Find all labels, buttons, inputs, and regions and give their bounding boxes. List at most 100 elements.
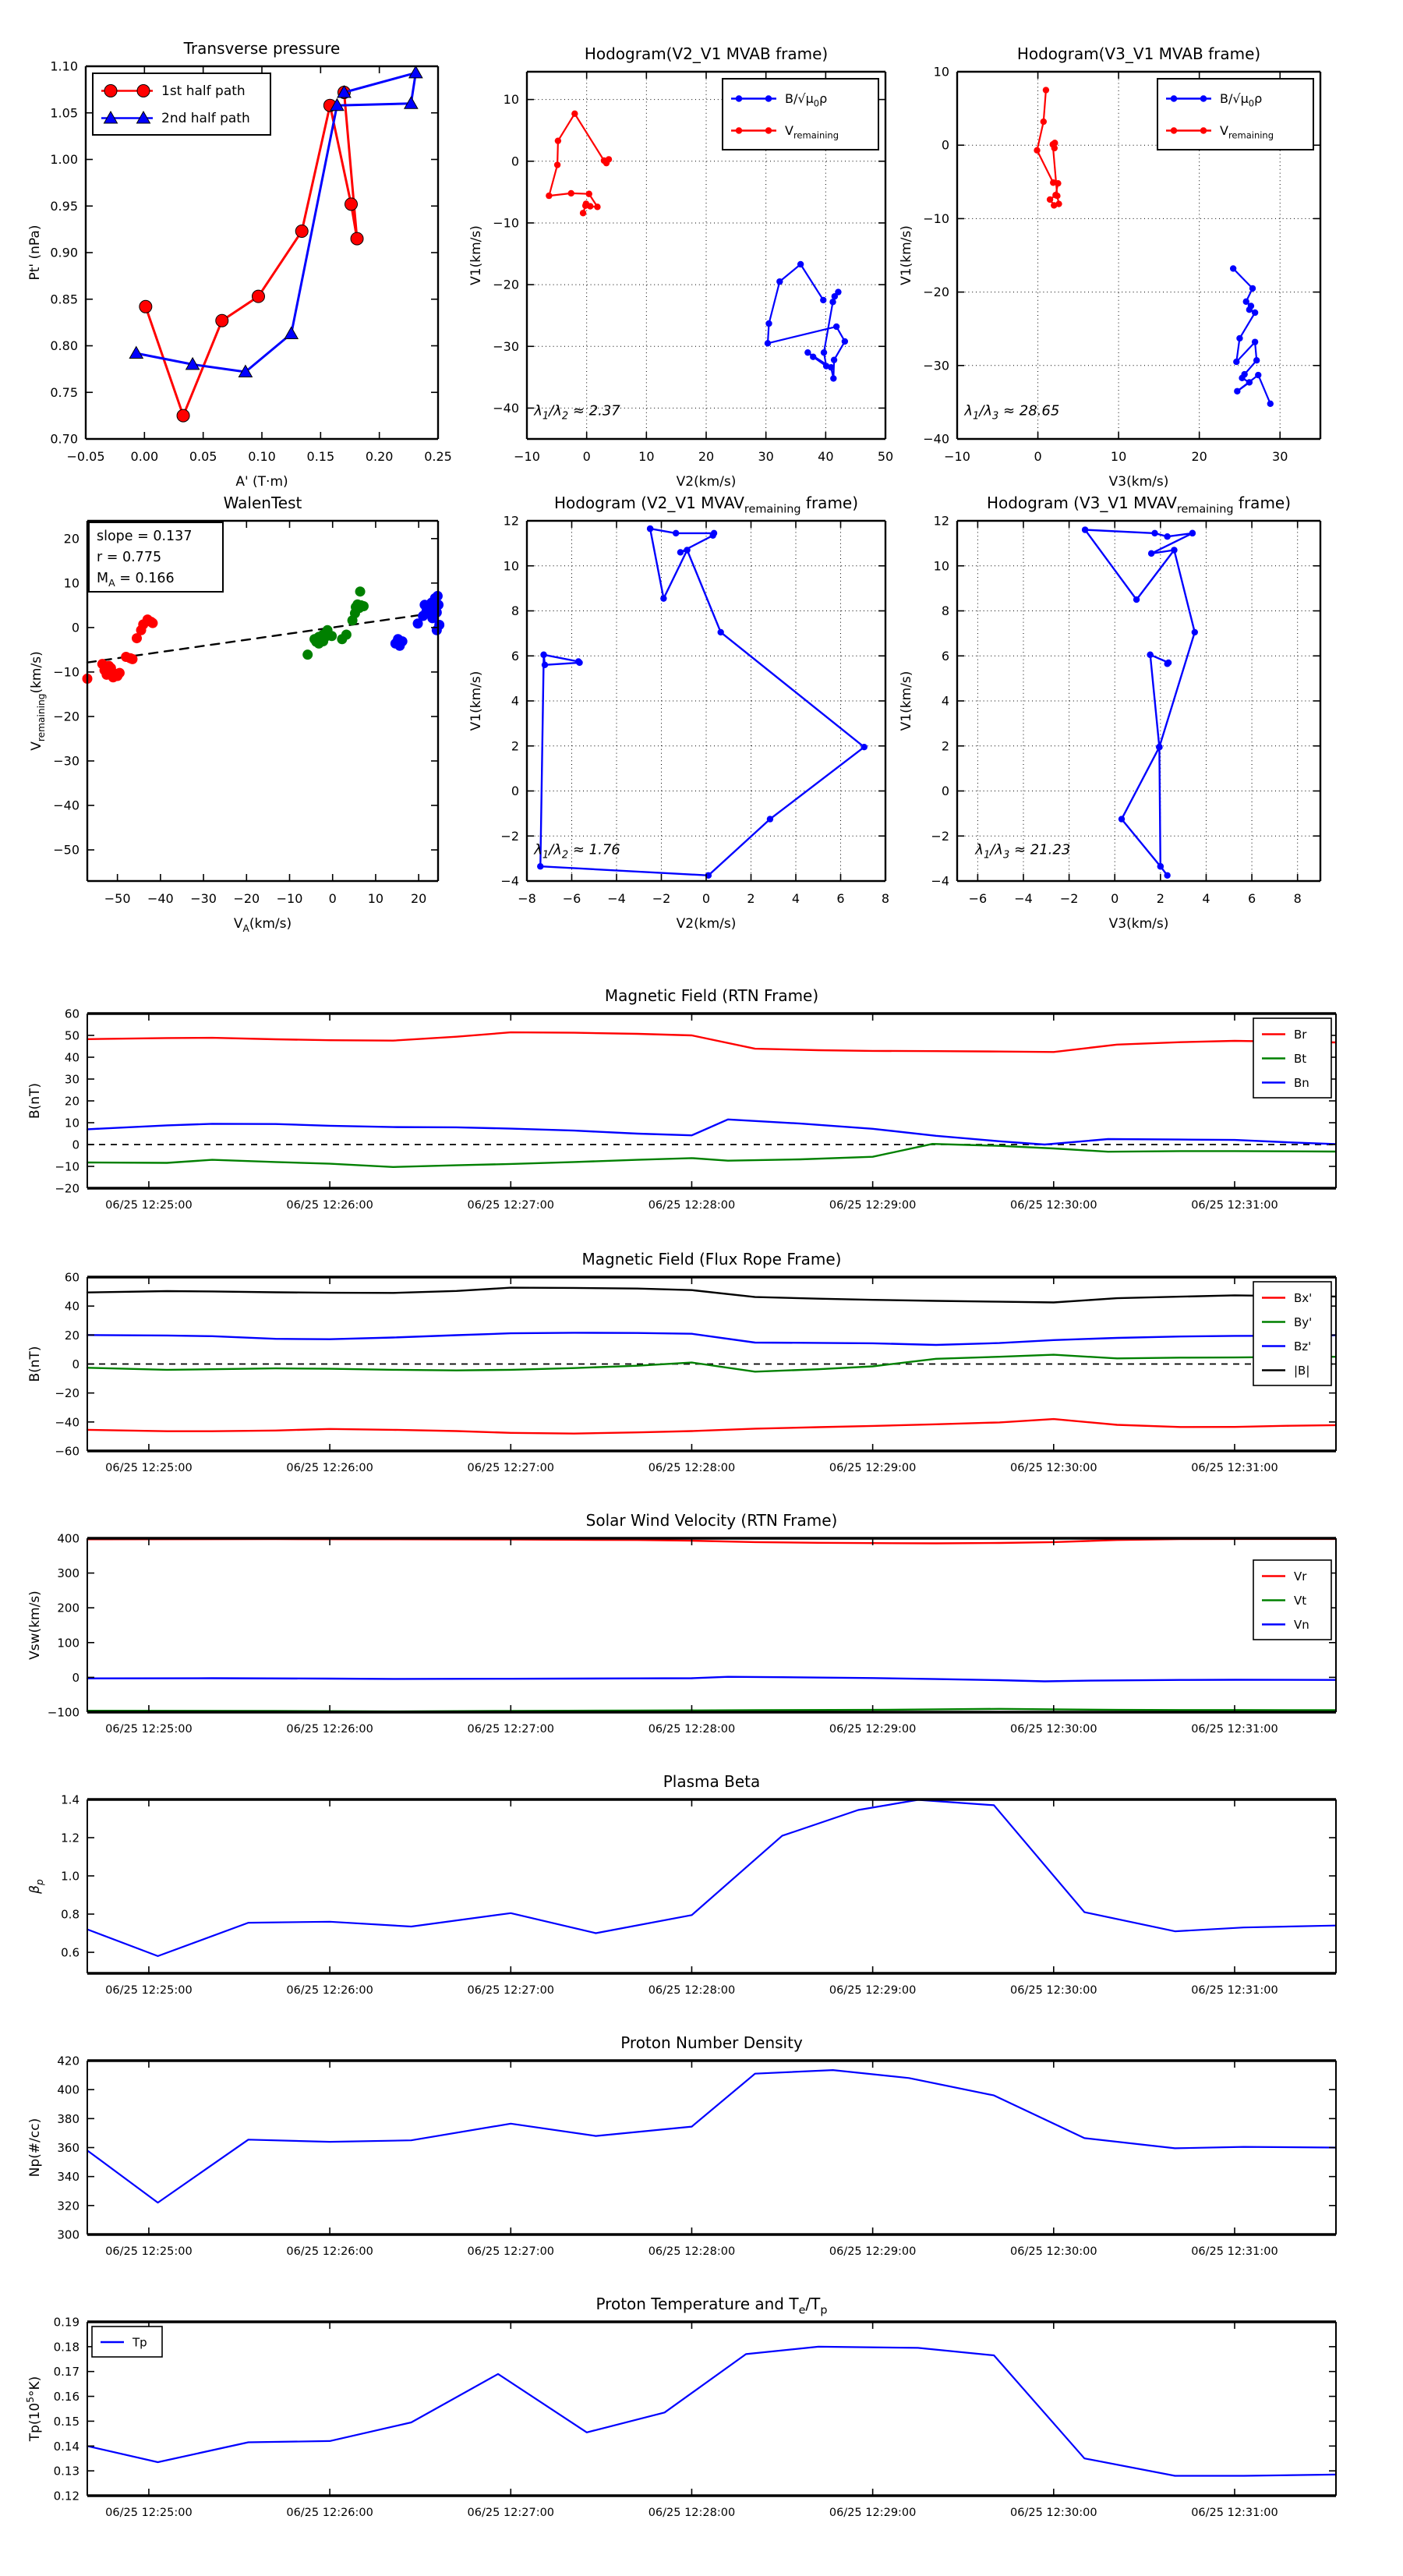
svg-text:−100: −100 [48, 1706, 80, 1720]
svg-text:Magnetic Field (Flux Rope Fram: Magnetic Field (Flux Rope Frame) [582, 1250, 842, 1269]
svg-text:−4: −4 [931, 874, 949, 889]
svg-text:0.75: 0.75 [50, 385, 78, 400]
svg-text:100: 100 [57, 1636, 80, 1650]
svg-text:0.19: 0.19 [54, 2316, 80, 2330]
svg-text:0: 0 [942, 138, 949, 153]
svg-text:0: 0 [1034, 449, 1041, 464]
svg-text:0.20: 0.20 [366, 449, 394, 464]
svg-text:−60: −60 [55, 1445, 80, 1459]
svg-text:−10: −10 [514, 449, 540, 464]
svg-text:06/25 12:29:00: 06/25 12:29:00 [829, 1199, 917, 1212]
svg-text:60: 60 [65, 1007, 80, 1021]
svg-text:06/25 12:25:00: 06/25 12:25:00 [105, 1984, 193, 1997]
svg-text:06/25 12:28:00: 06/25 12:28:00 [648, 1199, 736, 1212]
svg-text:V3(km/s): V3(km/s) [1109, 916, 1169, 932]
svg-text:1.0: 1.0 [61, 1870, 80, 1884]
panel-transverse-pressure: −0.05 0.00 0.05 0.10 0.15 0.20 0.25 0.70 0.75 0.8… [27, 39, 452, 490]
svg-text:2: 2 [511, 738, 519, 753]
svg-text:0.12: 0.12 [54, 2489, 80, 2503]
svg-text:−20: −20 [493, 278, 519, 292]
svg-text:−10: −10 [53, 664, 80, 679]
svg-text:30: 30 [65, 1073, 80, 1087]
svg-text:−10: −10 [923, 211, 949, 226]
svg-text:40: 40 [818, 449, 833, 464]
svg-text:Vr: Vr [1294, 1569, 1307, 1583]
svg-text:06/25 12:31:00: 06/25 12:31:00 [1191, 1984, 1278, 1997]
svg-text:−0.05: −0.05 [66, 449, 104, 464]
svg-text:slope = 0.137: slope = 0.137 [97, 529, 192, 544]
svg-text:20: 20 [1191, 449, 1207, 464]
svg-text:−30: −30 [923, 358, 949, 373]
svg-text:Hodogram(V2_V1 MVAB frame): Hodogram(V2_V1 MVAB frame) [585, 44, 828, 63]
svg-text:0: 0 [511, 784, 519, 798]
svg-text:1st half path: 1st half path [161, 83, 246, 99]
svg-text:Vremaining: Vremaining [1220, 123, 1274, 141]
svg-text:−20: −20 [55, 1182, 80, 1196]
svg-text:06/25 12:27:00: 06/25 12:27:00 [468, 1723, 555, 1736]
svg-text:0.05: 0.05 [189, 449, 217, 464]
svg-text:−4: −4 [607, 891, 626, 906]
svg-text:−10: −10 [944, 449, 970, 464]
svg-text:0: 0 [72, 1671, 80, 1685]
svg-text:6: 6 [942, 649, 949, 663]
svg-text:Bx': Bx' [1294, 1291, 1312, 1305]
svg-text:Vt: Vt [1294, 1594, 1306, 1608]
svg-text:06/25 12:30:00: 06/25 12:30:00 [1010, 2507, 1097, 2519]
svg-text:−2: −2 [500, 829, 519, 844]
svg-text:V3(km/s): V3(km/s) [1109, 474, 1169, 490]
svg-text:Vremaining(km/s): Vremaining(km/s) [29, 651, 47, 750]
svg-text:06/25 12:30:00: 06/25 12:30:00 [1010, 2245, 1097, 2258]
svg-text:10: 10 [934, 558, 949, 573]
svg-text:8: 8 [882, 891, 889, 906]
svg-text:WalenTest: WalenTest [224, 494, 302, 512]
svg-text:40: 40 [65, 1300, 80, 1314]
svg-text:200: 200 [57, 1601, 80, 1615]
svg-text:−30: −30 [53, 754, 80, 769]
svg-text:V2(km/s): V2(km/s) [677, 474, 737, 490]
svg-text:4: 4 [942, 694, 949, 709]
svg-text:420: 420 [57, 2054, 80, 2068]
svg-text:06/25 12:25:00: 06/25 12:25:00 [105, 2507, 193, 2519]
svg-text:6: 6 [836, 891, 844, 906]
svg-text:Plasma Beta: Plasma Beta [663, 1772, 761, 1791]
svg-text:60: 60 [65, 1271, 80, 1285]
svg-text:0: 0 [72, 1357, 80, 1371]
svg-text:Pt' (nPa): Pt' (nPa) [27, 225, 43, 281]
svg-text:B(nT): B(nT) [27, 1083, 43, 1119]
svg-text:0: 0 [72, 620, 80, 635]
svg-text:06/25 12:30:00: 06/25 12:30:00 [1010, 1199, 1097, 1212]
svg-text:−10: −10 [493, 215, 519, 230]
svg-text:Vremaining: Vremaining [785, 123, 839, 141]
svg-text:06/25 12:29:00: 06/25 12:29:00 [829, 1984, 917, 1997]
panel-proton-density: 06/25 12:25:00 06/25 12:26:00 06/25 12:27:… [27, 2033, 1338, 2258]
svg-text:06/25 12:31:00: 06/25 12:31:00 [1191, 1462, 1278, 1474]
svg-text:λ1/λ2 ≈ 1.76: λ1/λ2 ≈ 1.76 [533, 841, 620, 861]
svg-text:−8: −8 [518, 891, 536, 906]
svg-text:0: 0 [511, 154, 519, 168]
svg-text:12: 12 [504, 514, 519, 529]
svg-text:Proton Temperature and Te/Tp: Proton Temperature and Te/Tp [595, 2295, 827, 2317]
svg-text:06/25 12:26:00: 06/25 12:26:00 [286, 2507, 373, 2519]
svg-text:V1(km/s): V1(km/s) [899, 225, 914, 285]
svg-text:360: 360 [57, 2141, 80, 2155]
svg-text:06/25 12:29:00: 06/25 12:29:00 [829, 1723, 917, 1736]
svg-text:−50: −50 [53, 843, 80, 858]
svg-text:06/25 12:30:00: 06/25 12:30:00 [1010, 1462, 1097, 1474]
panel-hodogram-v3v1-mvab: −10 0 10 20 30 −40 −30 −20 −10 0 10 Hodogram(V3_V1 … [899, 44, 1322, 490]
svg-text:λ1/λ2 ≈ 2.37: λ1/λ2 ≈ 2.37 [533, 402, 620, 422]
svg-text:2: 2 [942, 738, 949, 753]
panel-hodogram-v3v1-mvav: −6 −4 −2 0 2 4 6 8 −4 −2 0 2 4 6 8 10 12 Hodogram (V3_V1 … [899, 494, 1322, 932]
svg-text:400: 400 [57, 2083, 80, 2097]
svg-text:0: 0 [329, 891, 337, 906]
svg-text:1.4: 1.4 [61, 1793, 80, 1807]
svg-text:10: 10 [504, 92, 519, 107]
svg-text:Hodogram (V3_V1 MVAVremaining: Hodogram (V3_V1 MVAVremaining frame) [987, 494, 1291, 516]
svg-text:8: 8 [511, 603, 519, 618]
svg-text:Br: Br [1294, 1028, 1307, 1042]
svg-text:50: 50 [65, 1029, 80, 1043]
svg-text:10: 10 [65, 1116, 80, 1131]
svg-text:−4: −4 [500, 874, 519, 889]
svg-text:06/25 12:28:00: 06/25 12:28:00 [648, 1462, 736, 1474]
svg-text:06/25 12:25:00: 06/25 12:25:00 [105, 2245, 193, 2258]
